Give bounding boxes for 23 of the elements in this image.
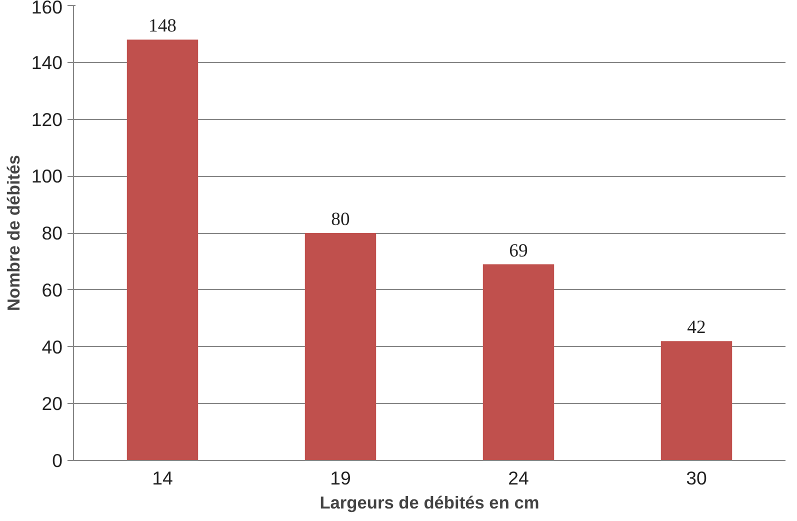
bar bbox=[660, 341, 732, 460]
x-tick-label: 24 bbox=[508, 468, 529, 488]
x-tick-label: 14 bbox=[152, 468, 173, 488]
y-tick-label: 100 bbox=[31, 166, 63, 187]
y-tick-label: 80 bbox=[42, 222, 63, 244]
y-tick-label: 0 bbox=[52, 450, 63, 471]
bar bbox=[304, 233, 376, 460]
y-tick-label: 20 bbox=[42, 393, 63, 414]
y-tick-label: 140 bbox=[31, 52, 63, 73]
x-tick-label: 30 bbox=[686, 468, 707, 488]
y-tick-label: 60 bbox=[42, 279, 63, 300]
y-tick-label: 40 bbox=[42, 336, 63, 358]
data-label: 69 bbox=[509, 240, 528, 262]
data-label: 80 bbox=[331, 209, 350, 230]
data-label: 42 bbox=[687, 317, 706, 338]
x-tick-label: 19 bbox=[330, 468, 351, 488]
y-axis-title: Nombre de débités bbox=[3, 154, 24, 311]
x-axis-title: Largeurs de débités en cm bbox=[320, 492, 540, 512]
y-tick-label: 120 bbox=[31, 108, 63, 130]
y-tick-label: 160 bbox=[31, 0, 63, 18]
bar bbox=[482, 264, 554, 460]
bar bbox=[126, 40, 198, 460]
data-label: 148 bbox=[148, 16, 176, 37]
